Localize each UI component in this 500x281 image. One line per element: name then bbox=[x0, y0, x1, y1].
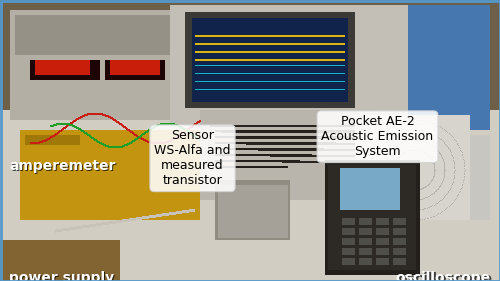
Text: oscilloscope: oscilloscope bbox=[397, 272, 492, 281]
Text: amperemeter: amperemeter bbox=[10, 160, 117, 174]
Text: oscilloscope: oscilloscope bbox=[396, 271, 491, 281]
Text: power supply: power supply bbox=[9, 271, 114, 281]
Text: power supply: power supply bbox=[10, 272, 115, 281]
Text: Sensor
WS-Alfa and
measured
transistor: Sensor WS-Alfa and measured transistor bbox=[154, 129, 231, 187]
Text: Pocket AE-2
Acoustic Emission
System: Pocket AE-2 Acoustic Emission System bbox=[322, 115, 434, 158]
Text: amperemeter: amperemeter bbox=[9, 159, 116, 173]
